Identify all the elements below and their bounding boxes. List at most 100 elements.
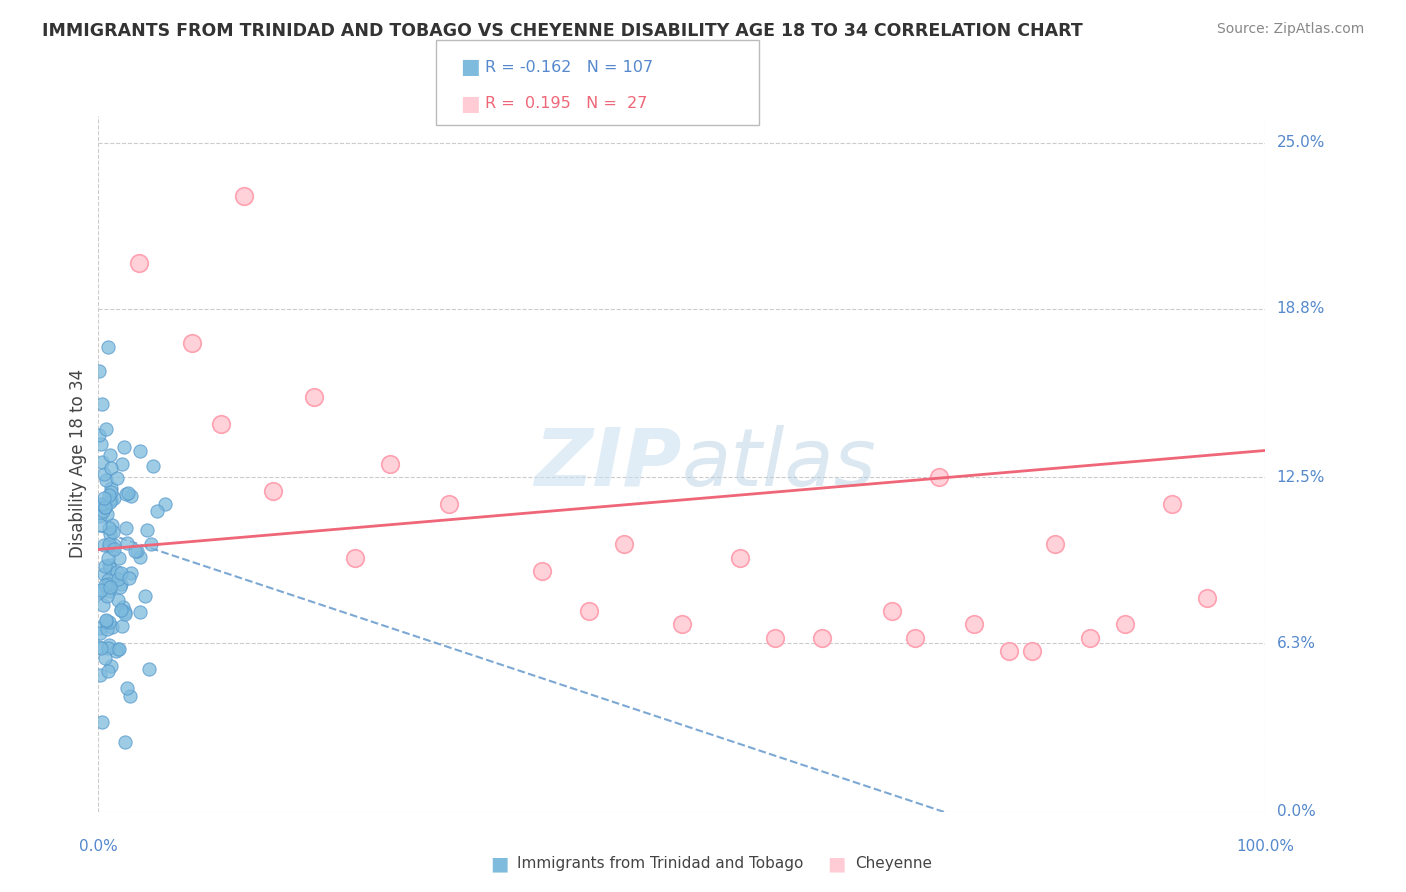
Text: Cheyenne: Cheyenne	[855, 856, 932, 871]
Point	[91, 504, 114, 518]
Point	[262, 483, 284, 498]
Point	[612, 537, 634, 551]
Point	[120, 566, 142, 581]
Point	[107, 642, 129, 657]
Point	[98, 448, 121, 462]
Point	[90, 454, 112, 468]
Point	[730, 550, 752, 565]
Text: IMMIGRANTS FROM TRINIDAD AND TOBAGO VS CHEYENNE DISABILITY AGE 18 TO 34 CORRELAT: IMMIGRANTS FROM TRINIDAD AND TOBAGO VS C…	[42, 22, 1083, 40]
Point	[155, 497, 177, 511]
Point	[763, 631, 786, 645]
Point	[139, 537, 162, 551]
Point	[94, 422, 117, 436]
Point	[89, 427, 111, 442]
Text: atlas: atlas	[682, 425, 877, 503]
Point	[1080, 631, 1102, 645]
Text: 100.0%: 100.0%	[1236, 839, 1295, 855]
Point	[107, 572, 129, 586]
Text: 18.8%: 18.8%	[1277, 301, 1324, 316]
Point	[136, 523, 159, 537]
Point	[90, 640, 112, 655]
Point	[97, 521, 120, 535]
Point	[111, 457, 134, 471]
Point	[111, 619, 134, 633]
Point	[928, 470, 950, 484]
Point	[142, 458, 165, 473]
Point	[90, 437, 112, 451]
Point	[112, 440, 135, 454]
Point	[108, 551, 131, 566]
Point	[94, 613, 117, 627]
Point	[100, 580, 122, 594]
Point	[89, 626, 111, 640]
Point	[98, 639, 121, 653]
Point	[1021, 644, 1043, 658]
Point	[110, 603, 132, 617]
Point	[146, 504, 169, 518]
Point	[101, 518, 124, 533]
Point	[96, 473, 118, 487]
Point	[98, 580, 121, 594]
Point	[1161, 497, 1184, 511]
Point	[103, 538, 125, 552]
Point	[100, 481, 122, 495]
Point	[134, 589, 156, 603]
Point	[304, 390, 326, 404]
Point	[997, 644, 1019, 658]
Point	[120, 489, 142, 503]
Text: R =  0.195   N =  27: R = 0.195 N = 27	[485, 96, 647, 112]
Point	[98, 558, 121, 573]
Point	[437, 497, 460, 511]
Point	[129, 605, 152, 619]
Text: 12.5%: 12.5%	[1277, 470, 1324, 484]
Point	[101, 620, 124, 634]
Text: 0.0%: 0.0%	[79, 839, 118, 855]
Point	[89, 667, 111, 681]
Text: ■: ■	[827, 854, 846, 873]
Point	[129, 549, 152, 564]
Point	[96, 507, 118, 521]
Point	[344, 550, 367, 565]
Point	[96, 589, 118, 603]
Point	[110, 576, 132, 591]
Point	[811, 631, 834, 645]
Point	[93, 539, 115, 553]
Point	[115, 487, 138, 501]
Point	[89, 621, 111, 635]
Point	[108, 580, 131, 594]
Point	[105, 644, 128, 658]
Point	[125, 544, 148, 558]
Point	[93, 651, 115, 665]
Text: ■: ■	[489, 854, 509, 873]
Point	[100, 493, 122, 508]
Point	[97, 340, 120, 354]
Point	[128, 443, 150, 458]
Point	[115, 536, 138, 550]
Point	[98, 615, 121, 629]
Text: ZIP: ZIP	[534, 425, 682, 503]
Point	[87, 584, 110, 599]
Point	[98, 494, 121, 508]
Point	[98, 527, 121, 541]
Point	[209, 417, 232, 431]
Point	[107, 592, 129, 607]
Text: Immigrants from Trinidad and Tobago: Immigrants from Trinidad and Tobago	[517, 856, 804, 871]
Point	[110, 566, 132, 581]
Point	[124, 544, 146, 558]
Point	[89, 364, 111, 378]
Text: 25.0%: 25.0%	[1277, 136, 1324, 150]
Point	[117, 571, 139, 585]
Point	[100, 484, 122, 499]
Point	[1045, 537, 1067, 551]
Point	[97, 576, 120, 591]
Point	[114, 605, 136, 619]
Point	[103, 525, 125, 540]
Point	[97, 540, 120, 554]
Point	[578, 604, 600, 618]
Point	[114, 735, 136, 749]
Point	[120, 689, 142, 703]
Point	[180, 336, 202, 351]
Point	[115, 681, 138, 696]
Text: 0.0%: 0.0%	[1277, 805, 1315, 819]
Point	[97, 640, 120, 655]
